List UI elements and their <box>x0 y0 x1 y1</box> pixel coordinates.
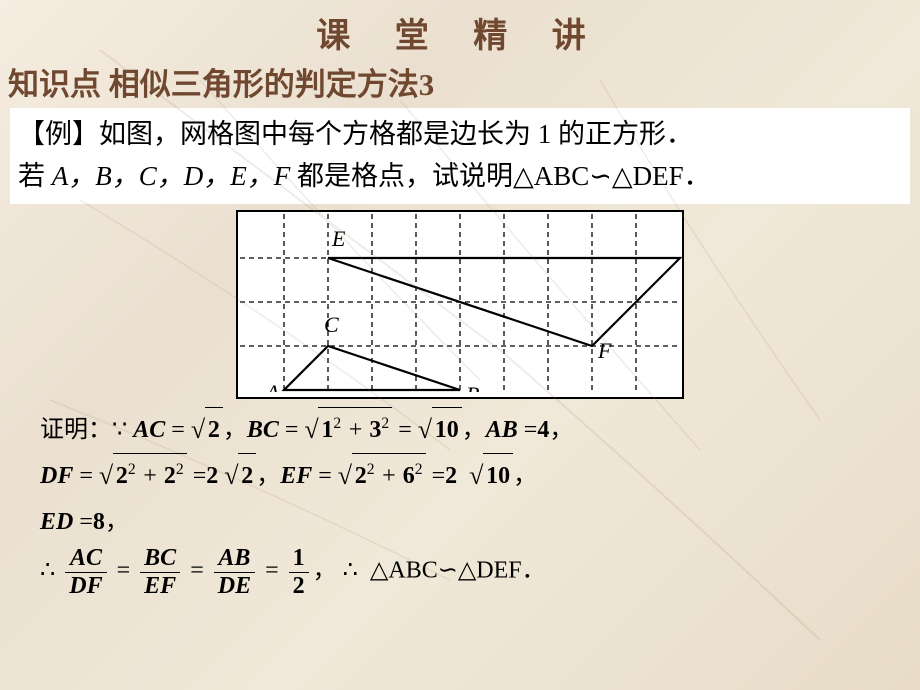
svg-text:F: F <box>597 338 612 363</box>
proof-block: 证明：∵ AC = 2，BC = 12 + 32 = 10，AB =4， DF … <box>40 407 880 600</box>
example-problem: 【例】如图，网格图中每个方格都是边长为 1 的正方形． 若 A，B，C，D，E，… <box>10 108 910 204</box>
grid-svg: ABCDEF <box>238 212 682 392</box>
grid-figure: ABCDEF <box>0 210 920 399</box>
page-title: 课 堂 精 讲 <box>0 0 920 57</box>
svg-text:A: A <box>264 380 280 392</box>
svg-text:C: C <box>324 312 339 337</box>
knowledge-point: 知识点 相似三角形的判定方法3 <box>0 59 920 104</box>
svg-text:B: B <box>466 382 479 392</box>
svg-text:E: E <box>331 226 346 251</box>
